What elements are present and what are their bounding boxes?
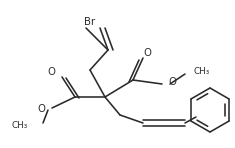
Text: O: O — [143, 48, 151, 58]
Text: O: O — [37, 104, 45, 114]
Text: CH₃: CH₃ — [12, 120, 28, 130]
Text: Br: Br — [84, 17, 95, 27]
Text: O: O — [47, 67, 55, 77]
Text: O: O — [168, 77, 176, 87]
Text: CH₃: CH₃ — [193, 66, 209, 75]
